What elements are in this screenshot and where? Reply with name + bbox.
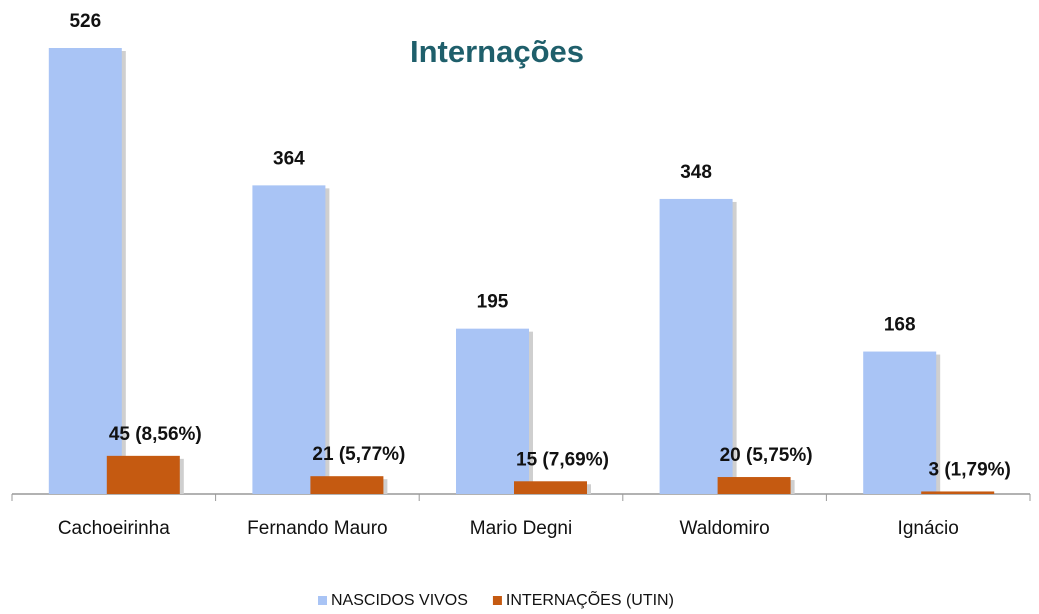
x-tick-label: Waldomiro [680,518,770,539]
data-label: 20 (5,75%) [720,445,813,466]
chart-title: Internações [410,34,584,69]
bar [48,48,122,494]
bar [921,491,995,494]
data-label: 526 [69,11,101,32]
bar [659,198,733,495]
data-label: 15 (7,69%) [516,449,609,470]
legend-label: INTERNAÇÕES (UTIN) [506,589,674,609]
legend-swatch [492,596,502,605]
bar [106,455,180,494]
data-label: 21 (5,77%) [312,444,405,465]
bar [514,481,587,494]
x-tick-label: Cachoeirinha [58,518,170,539]
bar [252,185,326,495]
data-label: 45 (8,56%) [109,424,202,445]
data-label: 3 (1,79%) [929,459,1011,480]
x-tick-label: Fernando Mauro [247,518,387,539]
data-label: 364 [273,148,305,169]
bar [863,351,937,494]
bar [717,477,791,494]
data-label: 195 [477,292,509,313]
bar [456,328,529,494]
data-label: 168 [884,315,916,336]
x-tick-label: Ignácio [898,518,959,539]
legend-label: NASCIDOS VIVOS [331,592,468,609]
bar [310,476,384,494]
data-label: 348 [680,162,712,183]
x-tick-label: Mario Degni [470,518,572,539]
legend-swatch [318,596,327,605]
